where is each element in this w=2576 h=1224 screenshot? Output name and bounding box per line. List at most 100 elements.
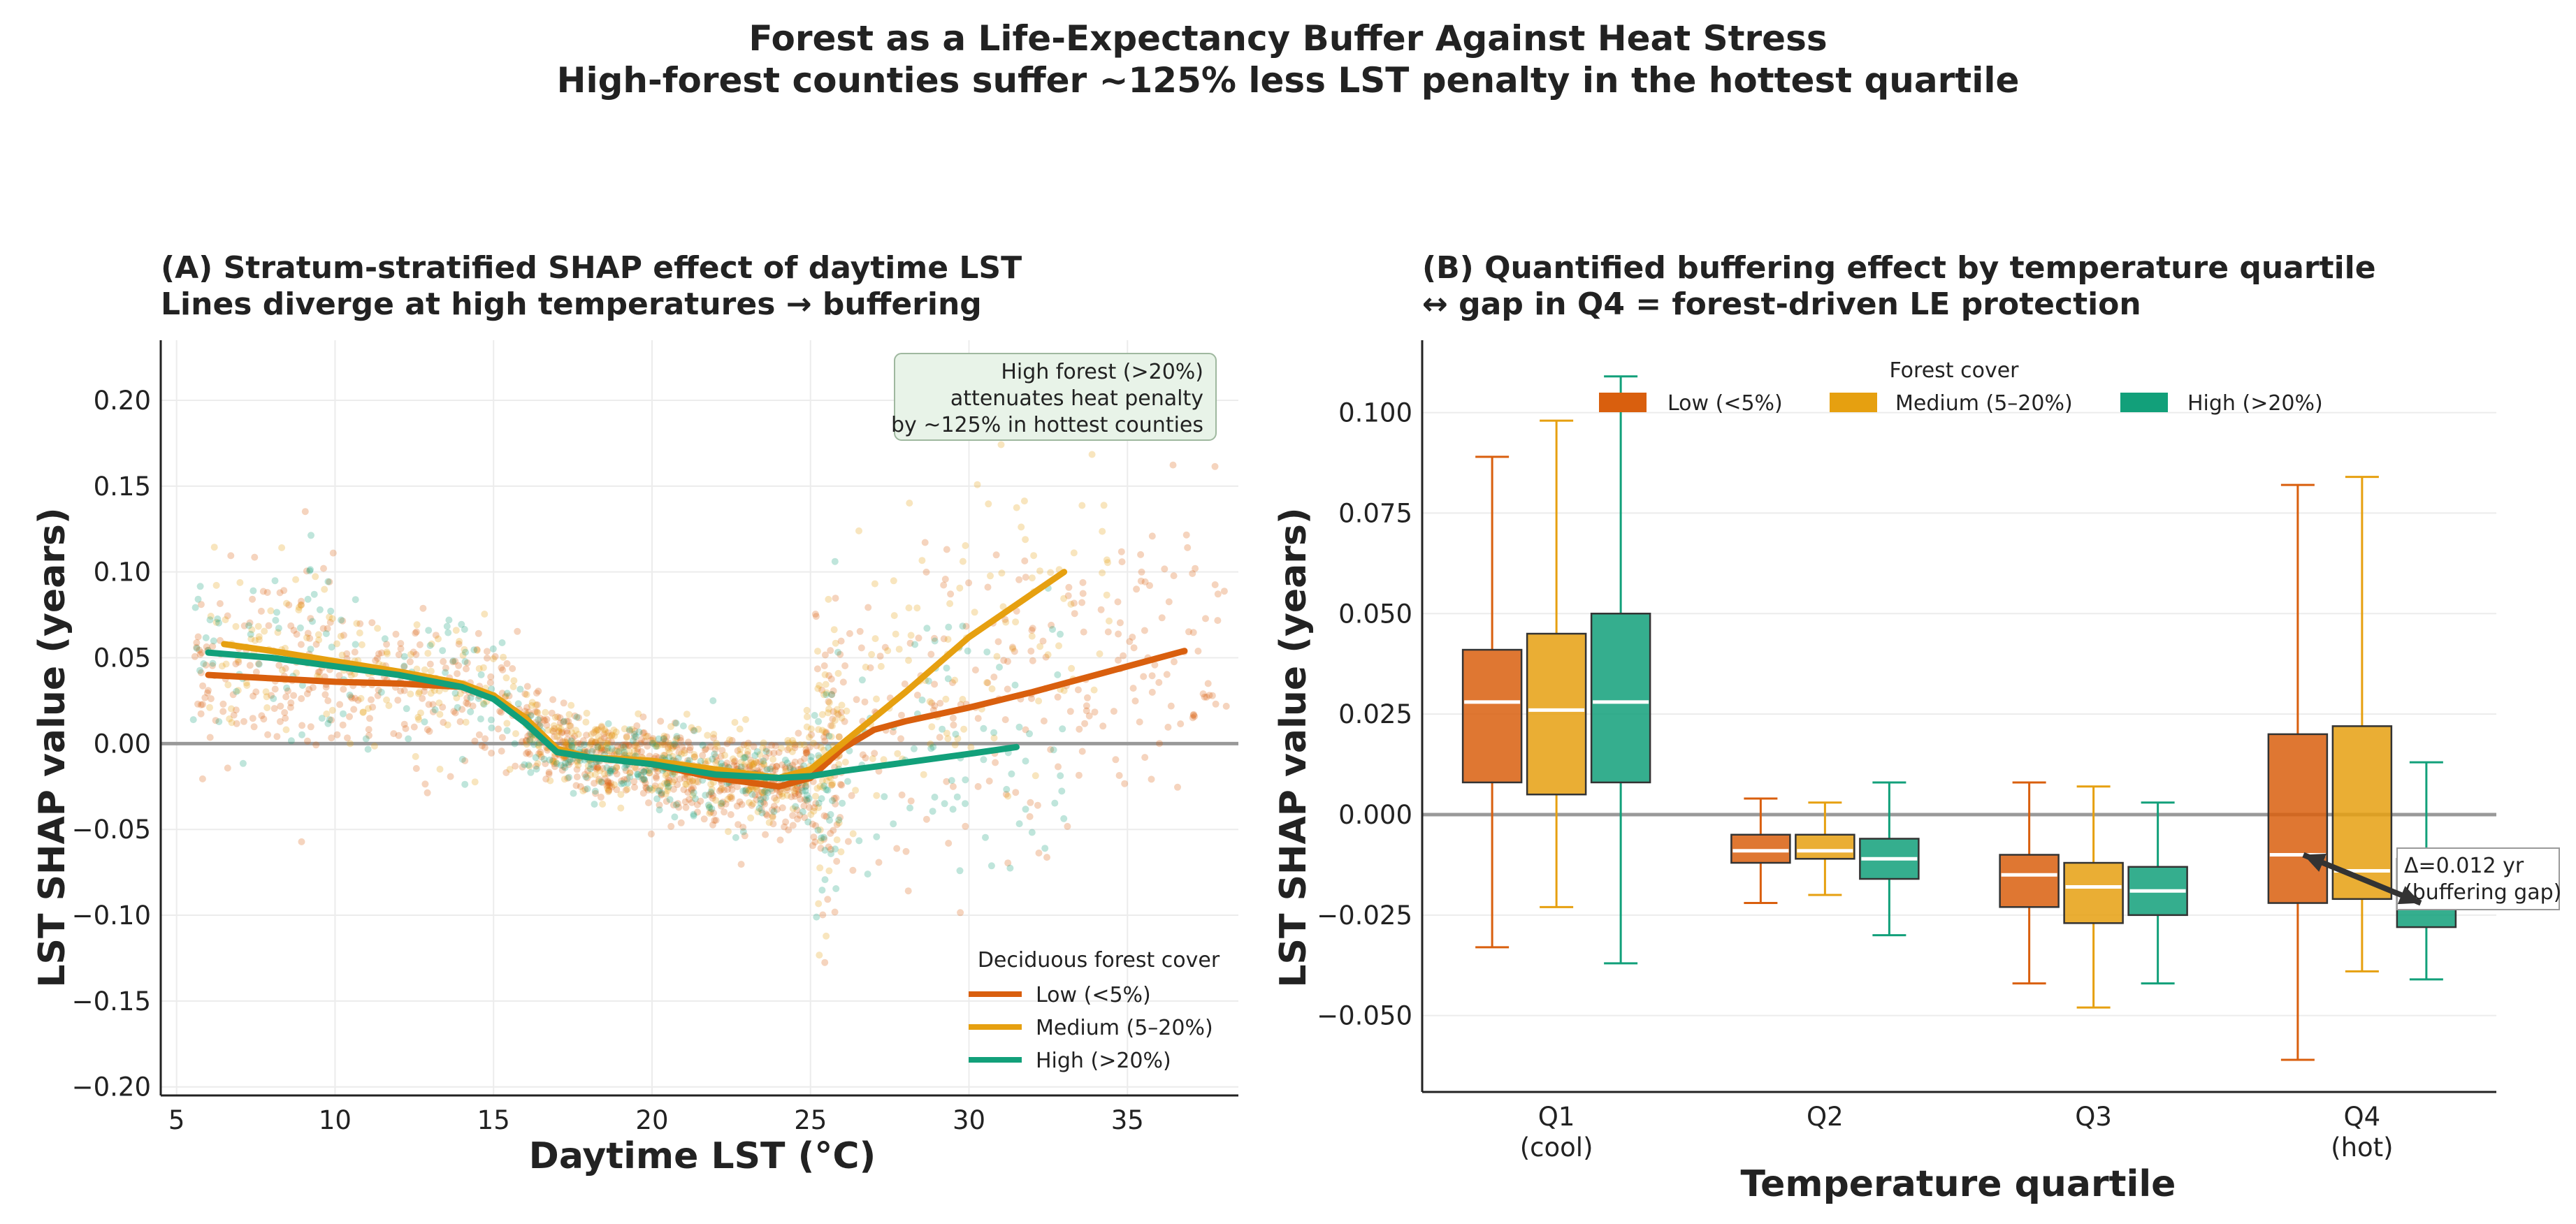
scatter-point — [365, 726, 372, 734]
scatter-point — [1049, 625, 1056, 633]
scatter-point — [839, 678, 847, 686]
scatter-point — [613, 747, 621, 755]
scatter-point — [709, 755, 716, 763]
scatter-point — [260, 715, 268, 723]
scatter-point — [658, 792, 665, 799]
scatter-point — [558, 766, 566, 774]
scatter-point — [459, 652, 467, 659]
scatter-point — [728, 736, 736, 744]
scatter-point — [545, 768, 553, 776]
scatter-point — [702, 745, 709, 752]
scatter-point — [277, 702, 284, 710]
scatter-point — [705, 791, 713, 799]
scatter-point — [936, 734, 943, 741]
scatter-point — [340, 685, 347, 693]
scatter-point — [631, 742, 639, 750]
scatter-point — [665, 749, 673, 757]
scatter-point — [711, 817, 718, 824]
scatter-point — [645, 799, 652, 807]
scatter-point — [314, 669, 322, 676]
scatter-point — [839, 799, 846, 807]
scatter-point — [412, 650, 420, 658]
scatter-point — [1027, 648, 1035, 655]
scatter-point — [240, 717, 247, 725]
panel-b-subtitle: ↔ gap in Q4 = forest-driven LE protectio… — [1422, 286, 2141, 322]
scatter-point — [905, 657, 912, 664]
scatter-point — [549, 696, 557, 704]
scatter-point — [498, 708, 505, 716]
scatter-point — [686, 757, 693, 764]
scatter-point — [769, 813, 776, 821]
scatter-point — [430, 687, 438, 694]
panel-a-smoothed-lines — [205, 569, 1188, 790]
scatter-point — [760, 760, 767, 767]
scatter-point — [709, 794, 716, 802]
scatter-point — [255, 660, 262, 667]
scatter-point — [588, 731, 595, 738]
scatter-point — [533, 701, 541, 708]
scatter-point — [1099, 722, 1107, 730]
scatter-point — [340, 710, 347, 717]
scatter-point — [233, 687, 240, 695]
scatter-point — [326, 716, 333, 724]
scatter-point — [243, 682, 251, 690]
legend-label-high: High (>20%) — [1036, 1049, 1171, 1073]
scatter-point — [209, 660, 217, 667]
scatter-point — [789, 812, 797, 819]
scatter-point — [946, 600, 954, 607]
scatter-point — [528, 699, 536, 706]
scatter-point — [339, 617, 347, 625]
scatter-point — [846, 629, 853, 637]
scatter-point — [503, 690, 511, 697]
scatter-point — [549, 757, 557, 764]
scatter-point — [1204, 680, 1212, 687]
scatter-point — [631, 783, 638, 791]
scatter-point — [218, 662, 226, 670]
scatter-point — [197, 669, 205, 676]
scatter-point — [686, 778, 693, 786]
scatter-point — [324, 578, 332, 585]
scatter-point — [275, 662, 283, 669]
scatter-point — [600, 730, 608, 738]
scatter-point — [567, 737, 575, 745]
scatter-point — [716, 787, 723, 795]
scatter-point — [959, 558, 967, 565]
scatter-point — [487, 673, 495, 680]
scatter-point — [1088, 451, 1096, 458]
scatter-point — [243, 679, 250, 687]
scatter-point — [762, 745, 770, 753]
scatter-point — [1190, 711, 1197, 718]
scatter-point — [555, 727, 563, 735]
scatter-point — [523, 736, 530, 744]
scatter-point — [561, 759, 569, 767]
scatter-point — [280, 587, 288, 595]
scatter-point — [568, 729, 576, 736]
scatter-point — [823, 932, 830, 940]
scatter-point — [282, 726, 290, 734]
scatter-point — [1064, 592, 1072, 599]
scatter-point — [1055, 763, 1062, 771]
scatter-point — [694, 808, 701, 816]
scatter-point — [328, 706, 336, 714]
scatter-point — [568, 735, 576, 743]
scatter-point — [1001, 615, 1009, 623]
scatter-point — [1022, 536, 1029, 544]
scatter-point — [862, 663, 869, 671]
scatter-point — [748, 801, 755, 809]
scatter-point — [821, 876, 829, 884]
scatter-point — [207, 695, 215, 703]
scatter-point — [721, 808, 728, 816]
scatter-point — [196, 650, 204, 658]
scatter-point — [758, 763, 765, 771]
scatter-point — [652, 773, 660, 780]
scatter-point — [827, 829, 834, 837]
scatter-point — [1060, 687, 1068, 694]
scatter-point — [1028, 627, 1036, 634]
scatter-point — [564, 740, 572, 748]
scatter-point — [818, 727, 826, 734]
scatter-point — [412, 752, 419, 760]
scatter-point — [305, 685, 313, 693]
scatter-point — [890, 577, 897, 585]
scatter-point — [605, 786, 612, 794]
scatter-point — [936, 699, 944, 707]
